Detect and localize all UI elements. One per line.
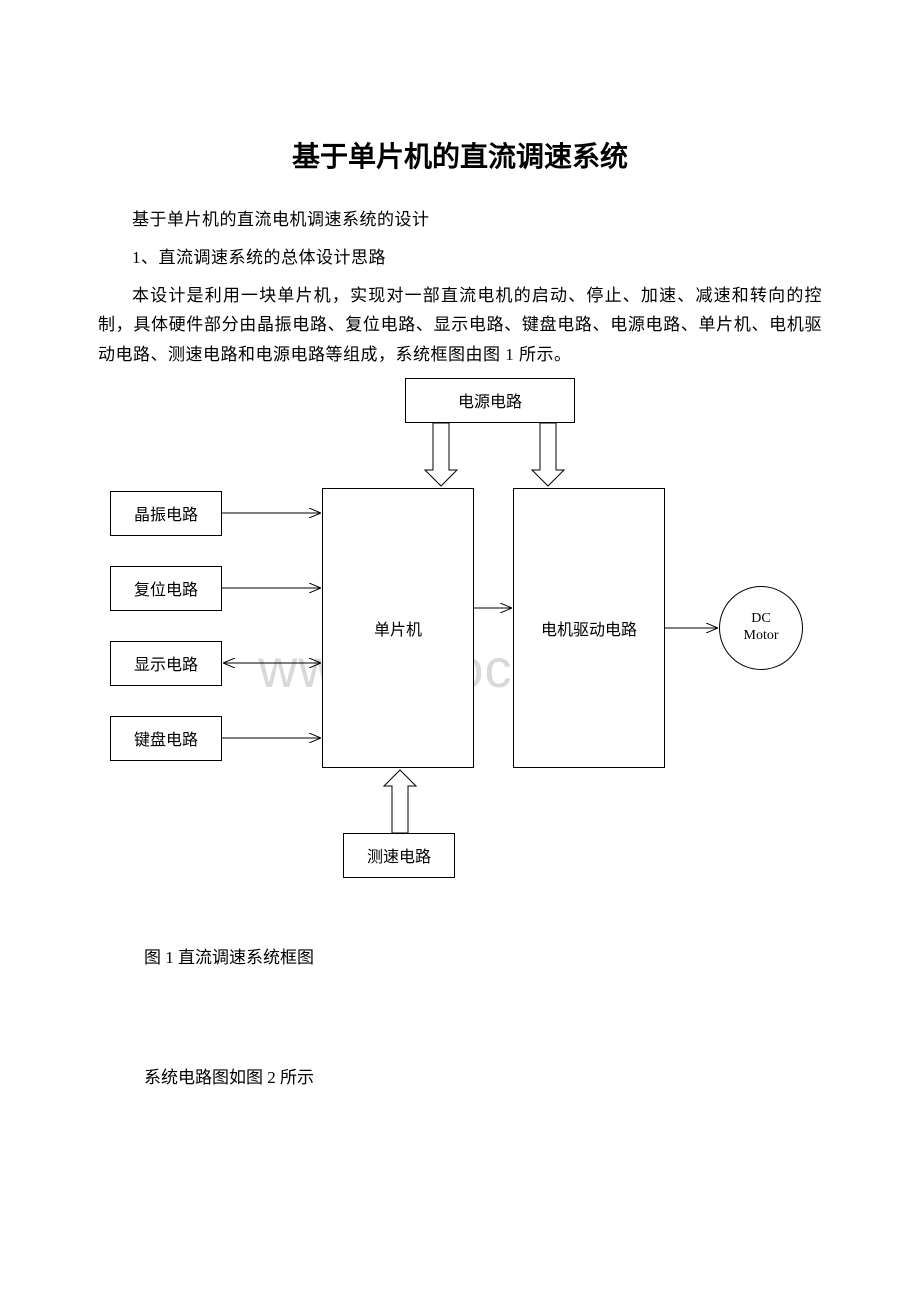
node-speed-label: 测速电路 [367,843,431,867]
node-mcu-label: 单片机 [374,616,422,640]
arrow-power-to-driver [532,423,564,486]
node-keyboard-label: 键盘电路 [134,726,198,750]
node-display: 显示电路 [110,641,222,686]
page-title: 基于单片机的直流调速系统 [98,135,822,175]
node-keyboard: 键盘电路 [110,716,222,761]
section-heading: 1、直流调速系统的总体设计思路 [98,243,822,273]
node-speed: 测速电路 [343,833,455,878]
node-motor-label1: DC [751,611,770,628]
arrow-power-to-mcu [425,423,457,486]
node-crystal: 晶振电路 [110,491,222,536]
body-paragraph: 本设计是利用一块单片机，实现对一部直流电机的启动、停止、加速、减速和转向的控制，… [98,281,822,370]
node-reset: 复位电路 [110,566,222,611]
node-power-label: 电源电路 [458,388,522,412]
node-display-label: 显示电路 [134,651,198,675]
figure-caption: 图 1 直流调速系统框图 [144,943,822,968]
circuit-ref-text: 系统电路图如图 2 所示 [144,1063,822,1088]
arrow-speed-to-mcu [384,770,416,833]
node-mcu: 单片机 [322,488,474,768]
subtitle-text: 基于单片机的直流电机调速系统的设计 [98,205,822,235]
node-motor: DC Motor [719,586,803,670]
node-reset-label: 复位电路 [134,576,198,600]
system-block-diagram: www.bdocx.com 电源电路 晶振电路 复位电路 显示电路 键盘电路 单… [100,378,820,918]
node-motor-label2: Motor [744,628,779,645]
node-driver-label: 电机驱动电路 [541,616,637,640]
node-power: 电源电路 [405,378,575,423]
node-driver: 电机驱动电路 [513,488,665,768]
node-crystal-label: 晶振电路 [134,501,198,525]
